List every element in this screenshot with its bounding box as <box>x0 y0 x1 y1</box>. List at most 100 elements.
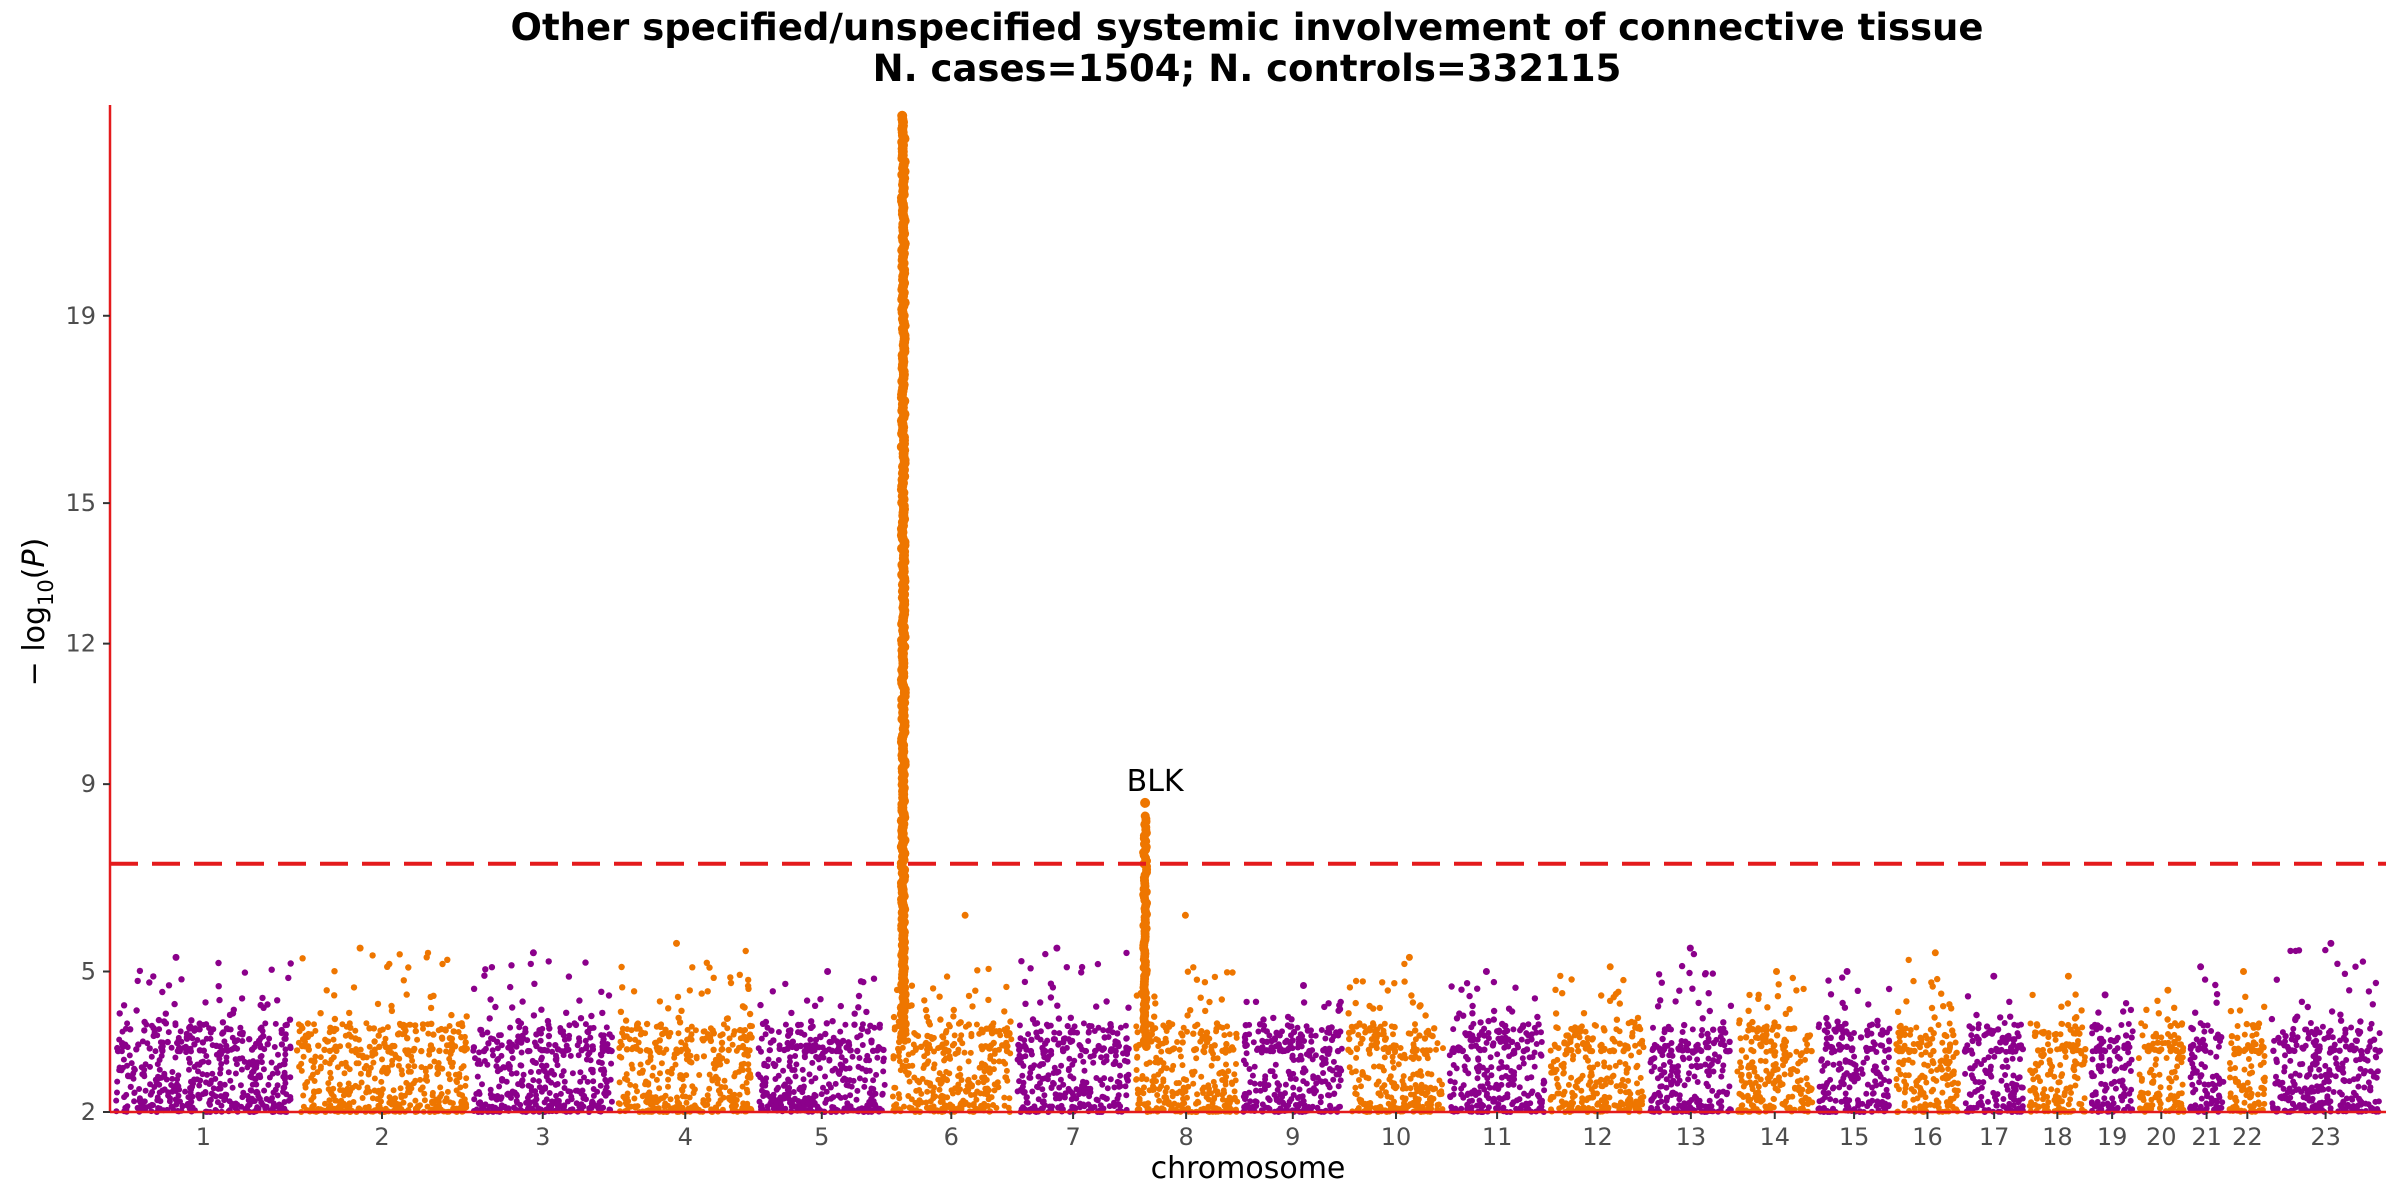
snp-point <box>274 1069 281 1076</box>
snp-point <box>174 1076 181 1083</box>
snp-point <box>1839 999 1846 1007</box>
snp-point <box>1100 1045 1108 1052</box>
snp-point <box>1694 1056 1701 1063</box>
snp-point <box>673 1046 680 1053</box>
snp-point <box>299 955 306 962</box>
snp-point <box>762 1079 769 1086</box>
snp-point <box>1027 965 1034 972</box>
snp-point <box>974 967 981 974</box>
snp-point <box>758 1048 764 1055</box>
snp-point <box>747 1073 754 1080</box>
snp-point <box>856 1055 863 1061</box>
snp-point <box>823 1096 830 1103</box>
snp-point <box>994 1079 1001 1086</box>
snp-point <box>679 1087 686 1094</box>
snp-point <box>797 1042 804 1050</box>
snp-point <box>881 1081 888 1088</box>
snp-point <box>1901 1100 1908 1106</box>
snp-point <box>458 1034 465 1041</box>
snp-point <box>1763 1048 1770 1055</box>
snp-point <box>167 1095 173 1102</box>
snp-point <box>1277 1045 1285 1053</box>
snp-point <box>790 1089 797 1095</box>
snp-point <box>453 1077 460 1084</box>
snp-point <box>802 1047 810 1055</box>
snp-point <box>1780 1062 1786 1069</box>
snp-point <box>1190 1080 1197 1087</box>
snp-point <box>1604 1075 1611 1082</box>
snp-point <box>260 1032 267 1040</box>
snp-point <box>623 1101 630 1108</box>
snp-point <box>1451 1085 1458 1092</box>
snp-point <box>569 1106 576 1113</box>
snp-point <box>506 1039 513 1046</box>
snp-point <box>656 1037 663 1044</box>
snp-point <box>1569 1089 1576 1096</box>
snp-point <box>1881 1059 1888 1065</box>
snp-point <box>717 1090 724 1097</box>
snp-point <box>1184 968 1192 975</box>
snp-point <box>147 1063 153 1070</box>
snp-point <box>1180 1084 1187 1091</box>
snp-point <box>1537 1051 1544 1058</box>
snp-point <box>1807 1032 1814 1039</box>
snp-point <box>1221 1089 1228 1096</box>
snp-point <box>1710 1039 1718 1047</box>
snp-point <box>1320 1058 1327 1065</box>
snp-point <box>1218 996 1226 1003</box>
snp-point <box>520 1071 527 1078</box>
snp-point <box>965 1058 972 1065</box>
snp-point <box>1352 977 1360 985</box>
snp-point <box>876 1045 884 1052</box>
snp-point <box>1370 1021 1377 1029</box>
snp-point <box>438 1034 446 1041</box>
snp-point <box>845 1082 852 1089</box>
snp-point <box>655 1097 662 1104</box>
snp-point <box>169 1075 176 1082</box>
snp-point <box>311 1058 318 1065</box>
snp-point <box>1001 1094 1008 1101</box>
snp-point <box>282 1046 289 1053</box>
snp-point <box>777 1105 784 1112</box>
snp-point <box>1498 1074 1505 1081</box>
snp-point <box>342 1102 349 1109</box>
snp-point <box>643 1020 651 1028</box>
snp-point <box>369 952 376 959</box>
snp-point <box>684 1047 691 1055</box>
snp-point <box>363 1054 370 1061</box>
snp-point <box>1841 1098 1848 1104</box>
snp-point <box>411 1063 418 1070</box>
snp-point <box>719 1055 726 1062</box>
snp-point <box>576 997 583 1004</box>
snp-point <box>481 972 488 979</box>
snp-point <box>1304 1027 1312 1034</box>
snp-point <box>505 1105 512 1112</box>
snp-point <box>1174 1039 1181 1045</box>
snp-point <box>141 1027 148 1034</box>
snp-point <box>488 964 496 971</box>
snp-point <box>1473 1102 1480 1109</box>
snp-point <box>1184 1094 1190 1101</box>
snp-point <box>519 1077 526 1084</box>
snp-point <box>1670 1105 1677 1112</box>
snp-point <box>1658 1098 1665 1105</box>
snp-point <box>675 1030 682 1037</box>
snp-point <box>1249 1072 1256 1079</box>
snp-point <box>1679 1047 1686 1054</box>
snp-point <box>1416 1032 1423 1039</box>
snp-point <box>1431 1025 1438 1032</box>
snp-point <box>1163 1065 1170 1072</box>
snp-point <box>1548 1093 1555 1100</box>
snp-point <box>160 1018 168 1025</box>
snp-point <box>174 1047 182 1055</box>
snp-point <box>1133 1043 1140 1050</box>
snp-point <box>317 1054 324 1061</box>
snp-point <box>490 1052 496 1059</box>
snp-point <box>740 1100 747 1107</box>
snp-point <box>545 1032 553 1040</box>
snp-point <box>533 1031 540 1038</box>
snp-point <box>1806 1084 1813 1091</box>
snp-point <box>205 1059 212 1066</box>
snp-point <box>1745 1007 1752 1014</box>
snp-point <box>1647 1059 1654 1066</box>
